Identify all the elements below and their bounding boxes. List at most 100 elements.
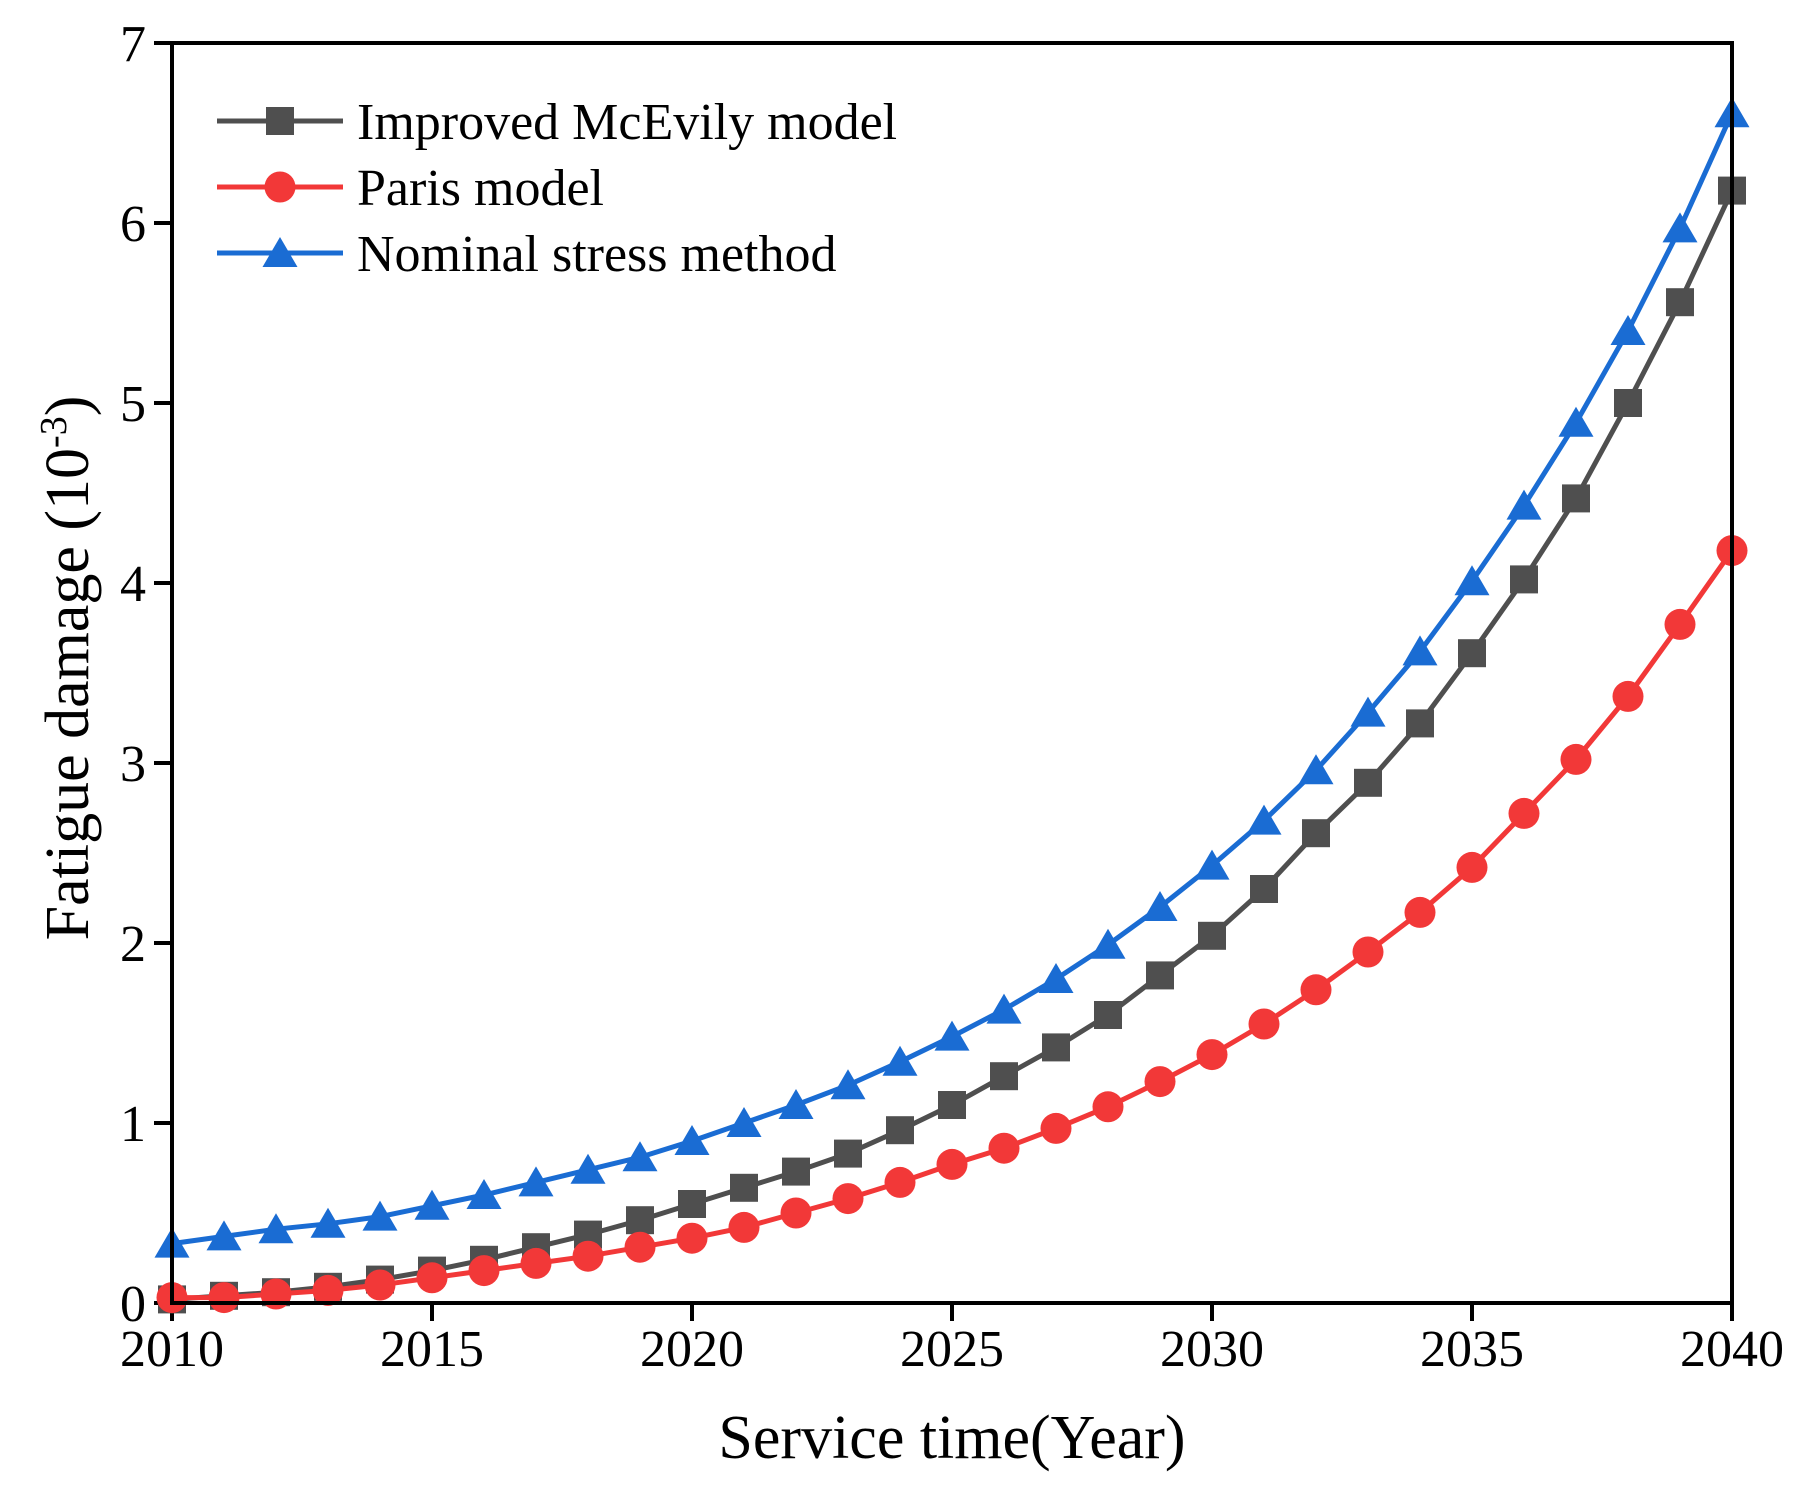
circle-marker xyxy=(1560,743,1592,775)
square-marker xyxy=(1562,484,1590,513)
series-line-0 xyxy=(171,189,1735,1302)
series-circle xyxy=(156,535,1748,1314)
triangle-marker xyxy=(258,1213,294,1244)
circle-marker xyxy=(572,1240,604,1272)
circle-marker xyxy=(468,1255,500,1287)
y-axis-title: Fatigue damage (10-3) xyxy=(33,396,102,941)
legend: Improved McEvily model Paris model Nominal… xyxy=(217,94,897,283)
square-marker xyxy=(730,1173,758,1202)
square-marker xyxy=(1666,288,1694,317)
y-tick-label: 2 xyxy=(120,916,146,973)
circle-marker xyxy=(780,1197,812,1229)
square-marker xyxy=(1094,1001,1122,1029)
data-series xyxy=(154,97,1750,1314)
y-axis-title-suffix: ) xyxy=(34,396,102,417)
square-marker xyxy=(886,1116,914,1145)
triangle-marker xyxy=(1402,635,1438,666)
axis-ticks: 2010 2015 2020 2025 2030 2035 2040 0 1 2 3 4 5 6 7 xyxy=(120,16,1784,1378)
legend-item: Improved McEvily model xyxy=(217,94,897,151)
triangle-marker xyxy=(1090,928,1126,959)
square-marker xyxy=(1354,768,1382,797)
series-line-1 xyxy=(172,549,1735,1301)
circle-marker xyxy=(208,1282,240,1314)
x-tick-label: 2040 xyxy=(1680,1321,1784,1378)
triangle-marker xyxy=(1246,804,1282,835)
circle-marker xyxy=(1664,608,1696,640)
triangle-marker xyxy=(1506,489,1542,520)
triangle-marker xyxy=(1454,565,1490,596)
triangle-marker xyxy=(414,1189,450,1220)
triangle-marker xyxy=(1298,754,1334,785)
triangle-marker xyxy=(934,1020,970,1051)
y-axis-title-superscript: -3 xyxy=(33,416,75,448)
circle-marker xyxy=(312,1274,344,1306)
square-marker xyxy=(834,1139,862,1168)
circle-marker xyxy=(1456,851,1488,883)
square-marker xyxy=(990,1062,1018,1091)
square-marker xyxy=(1042,1033,1070,1062)
circle-marker xyxy=(624,1231,656,1263)
circle-marker xyxy=(1352,936,1384,968)
triangle-marker xyxy=(262,237,298,267)
circle-marker xyxy=(520,1247,552,1279)
y-tick-label: 1 xyxy=(120,1096,146,1153)
square-marker xyxy=(1146,961,1174,990)
triangle-marker xyxy=(206,1220,242,1251)
y-tick-label: 6 xyxy=(120,196,146,253)
y-tick-label: 3 xyxy=(120,736,146,793)
circle-marker xyxy=(988,1132,1020,1164)
circle-marker xyxy=(728,1211,760,1243)
y-tick-label: 5 xyxy=(120,376,146,433)
square-marker xyxy=(1198,921,1226,950)
circle-marker xyxy=(1196,1039,1228,1071)
triangle-marker xyxy=(622,1141,658,1172)
legend-item: Nominal stress method xyxy=(217,226,837,283)
triangle-marker xyxy=(1610,315,1646,345)
triangle-marker xyxy=(778,1089,814,1119)
circle-marker xyxy=(1612,680,1644,712)
square-marker xyxy=(1614,389,1642,417)
legend-label: Nominal stress method xyxy=(357,226,837,283)
square-marker xyxy=(782,1157,810,1186)
triangle-marker xyxy=(1662,212,1698,243)
square-marker xyxy=(1250,875,1278,903)
triangle-marker xyxy=(466,1179,502,1209)
square-marker xyxy=(1510,565,1538,594)
triangle-marker xyxy=(310,1207,346,1238)
circle-marker xyxy=(1040,1112,1072,1144)
triangle-marker xyxy=(362,1200,398,1231)
triangle-marker xyxy=(674,1125,710,1155)
x-tick-label: 2035 xyxy=(1420,1321,1524,1378)
x-tick-label: 2030 xyxy=(1160,1321,1264,1378)
square-marker xyxy=(626,1206,654,1235)
triangle-marker xyxy=(570,1153,606,1184)
square-marker xyxy=(1458,639,1486,668)
circle-marker xyxy=(1404,896,1436,928)
triangle-marker xyxy=(1194,849,1230,880)
square-marker xyxy=(266,107,294,135)
triangle-marker xyxy=(1142,891,1178,921)
y-axis-title-text: Fatigue damage (10 xyxy=(34,448,102,940)
legend-item: Paris model xyxy=(217,160,604,217)
circle-marker xyxy=(264,171,296,203)
circle-marker xyxy=(1508,797,1540,829)
x-axis-title: Service time(Year) xyxy=(718,1404,1185,1472)
triangle-marker xyxy=(830,1069,866,1100)
circle-marker xyxy=(416,1262,448,1294)
triangle-marker xyxy=(518,1166,554,1197)
triangle-marker xyxy=(986,993,1022,1024)
triangle-marker xyxy=(1558,406,1594,437)
square-marker xyxy=(678,1190,706,1218)
circle-marker xyxy=(884,1166,916,1198)
circle-marker xyxy=(364,1269,396,1301)
triangle-marker xyxy=(1038,963,1074,993)
triangle-marker xyxy=(1350,696,1386,727)
x-tick-label: 2015 xyxy=(380,1321,484,1378)
circle-marker xyxy=(1300,974,1332,1006)
y-tick-label: 7 xyxy=(120,16,146,73)
series-triangle xyxy=(154,97,1750,1258)
y-tick-label: 4 xyxy=(120,556,146,613)
circle-marker xyxy=(832,1183,864,1215)
